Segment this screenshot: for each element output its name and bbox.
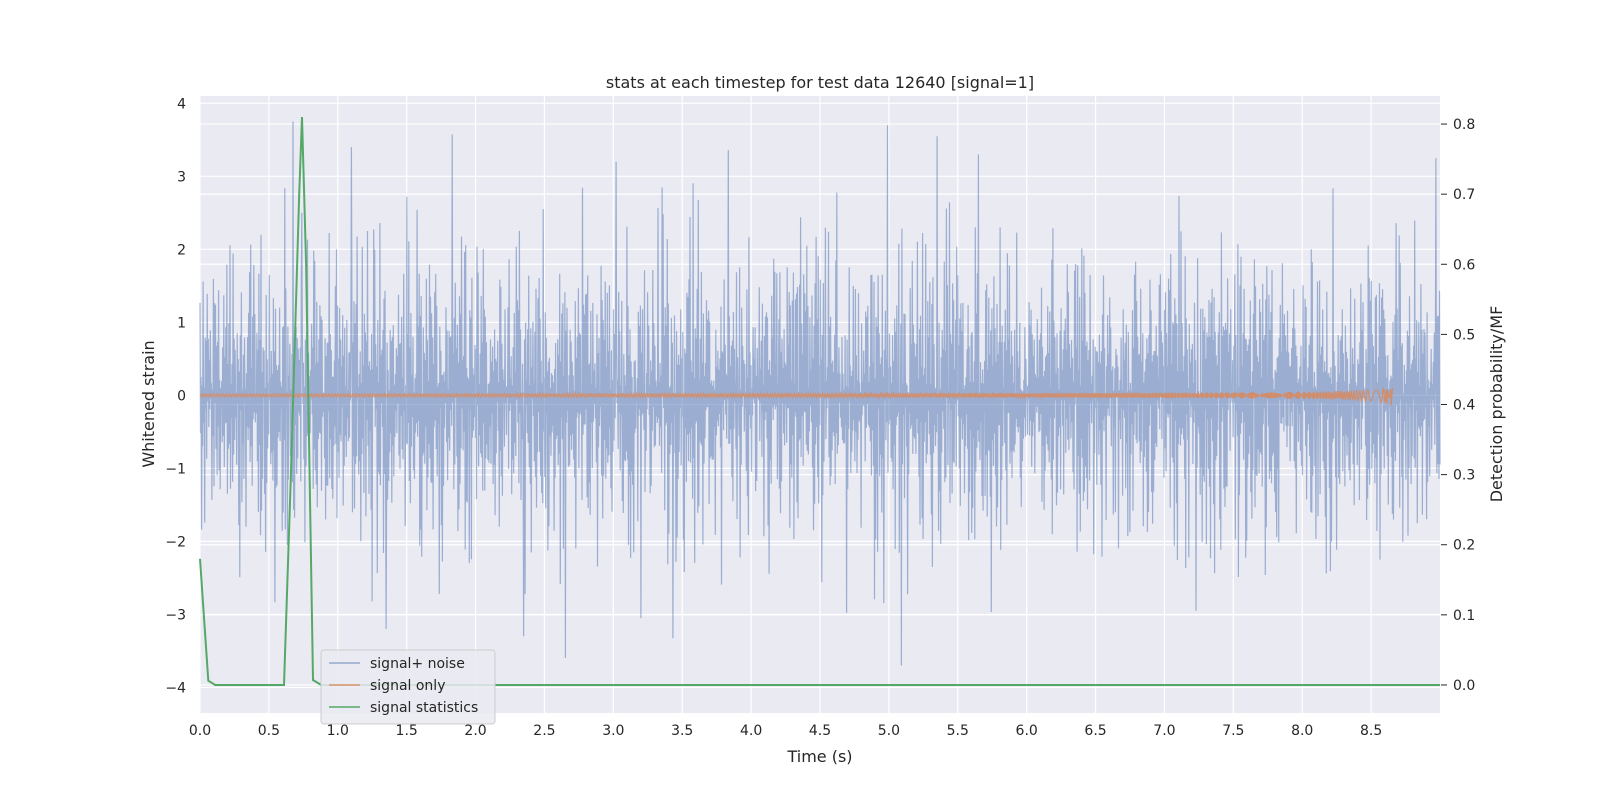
x-tick-label: 2.0 — [464, 723, 486, 739]
chirp-trace — [199, 386, 1394, 406]
x-tick-label: 3.5 — [671, 723, 693, 739]
x-tick-label: 6.5 — [1084, 723, 1106, 739]
x-tick-label: 0.5 — [258, 723, 280, 739]
y-axis-label-right: Detection probability/MF — [1487, 306, 1506, 503]
legend-label-signal-statistics: signal statistics — [370, 700, 478, 716]
series-signal-only — [199, 386, 1394, 406]
x-tick-label: 0.0 — [189, 723, 211, 739]
x-tick-label: 7.5 — [1222, 723, 1244, 739]
x-tick-label: 8.0 — [1291, 723, 1313, 739]
legend: signal+ noise signal only signal statist… — [320, 649, 496, 725]
x-tick-label: 4.0 — [740, 723, 762, 739]
y-right-tick-label: 0.2 — [1453, 538, 1475, 554]
x-tick-label: 3.0 — [602, 723, 624, 739]
legend-label-signal-only: signal only — [370, 678, 445, 694]
y-right-tick-label: 0.1 — [1453, 608, 1475, 624]
y-right-tick-label: 0.0 — [1453, 678, 1475, 694]
y-left-tick-label: 1 — [177, 315, 186, 331]
legend-box — [320, 649, 496, 725]
x-tick-label: 1.5 — [396, 723, 418, 739]
y-left-tick-label: −4 — [165, 680, 186, 696]
y-left-tick-label: −3 — [165, 607, 186, 623]
y-right-tick-label: 0.8 — [1453, 117, 1475, 133]
x-tick-label: 1.0 — [327, 723, 349, 739]
legend-label-signal-noise: signal+ noise — [370, 656, 465, 672]
y-right-tick-label: 0.7 — [1453, 187, 1475, 203]
x-tick-label: 4.5 — [809, 723, 831, 739]
x-tick-label: 5.5 — [947, 723, 969, 739]
y-right-tick-label: 0.3 — [1453, 468, 1475, 484]
y-right-tick-label: 0.6 — [1453, 257, 1475, 273]
ticks: 0.0 0.5 1.0 1.5 2.0 2.5 3.0 3.5 4.0 4.5 5.0 5.5 6.0 6… — [165, 96, 1475, 739]
chart-title: stats at each timestep for test data 126… — [606, 73, 1034, 92]
x-tick-label: 6.0 — [1016, 723, 1038, 739]
series-signal-statistics — [199, 116, 1440, 686]
y-right-tick-label: 0.4 — [1453, 398, 1475, 414]
y-right-tick-label: 0.5 — [1453, 327, 1475, 343]
y-axis-label-left: Whitened strain — [139, 340, 158, 467]
x-tick-label: 5.0 — [878, 723, 900, 739]
noise-trace — [199, 121, 1441, 666]
x-axis-label: Time (s) — [786, 747, 852, 766]
x-tick-label: 2.5 — [533, 723, 555, 739]
series-signal-noise — [199, 121, 1441, 666]
y-left-tick-label: 0 — [177, 388, 186, 404]
y-left-tick-label: 3 — [177, 169, 186, 185]
y-left-tick-label: −1 — [165, 461, 186, 477]
statistics-line — [199, 116, 1440, 686]
y-left-tick-label: −2 — [165, 534, 186, 550]
y-left-tick-label: 4 — [177, 96, 186, 112]
y-left-tick-label: 2 — [177, 242, 186, 258]
x-tick-label: 8.5 — [1360, 723, 1382, 739]
x-tick-label: 7.0 — [1153, 723, 1175, 739]
